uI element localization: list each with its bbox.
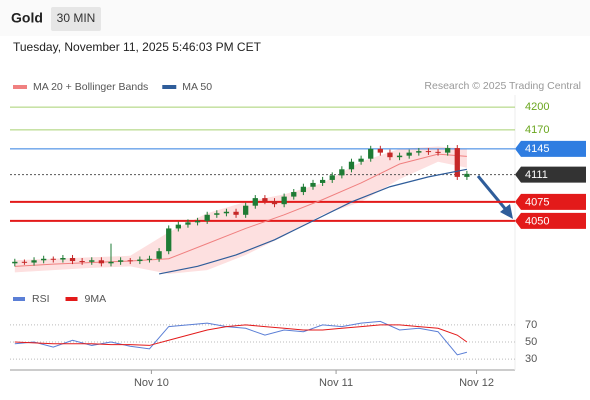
- candle-body: [233, 211, 239, 215]
- candle-body: [175, 224, 181, 229]
- legend-swatch: [13, 85, 27, 89]
- candle-body: [368, 148, 374, 159]
- candle-body: [127, 260, 133, 262]
- timeframe[interactable]: 30 MIN: [57, 11, 96, 25]
- candle-body: [41, 258, 47, 261]
- candle-body: [262, 198, 268, 202]
- candle-body: [60, 258, 66, 260]
- timeframe-badge[interactable]: [51, 7, 101, 31]
- candle-body: [50, 258, 56, 260]
- candle-body: [21, 261, 28, 263]
- level-tag: [515, 193, 586, 210]
- candle-body: [137, 259, 143, 262]
- candle-body: [377, 148, 383, 153]
- level-label: 4200: [525, 101, 549, 113]
- candle-body: [223, 211, 230, 214]
- candle-body: [89, 260, 95, 262]
- candle-body: [31, 260, 37, 263]
- candle-body: [406, 152, 412, 156]
- candle-body: [214, 213, 220, 215]
- candle-body: [194, 220, 201, 223]
- source: Research © 2025 Trading Central: [424, 80, 581, 92]
- candle-body: [329, 175, 335, 180]
- candle-body: [252, 198, 258, 206]
- candle-body: [146, 258, 153, 260]
- bollinger-band: [14, 146, 467, 274]
- candle-body: [108, 261, 114, 264]
- candle-body: [464, 173, 470, 177]
- candle-body: [358, 158, 364, 162]
- rsi-legend-label: RSI: [32, 293, 50, 305]
- candle-body: [310, 182, 316, 187]
- candle-body: [348, 161, 355, 170]
- legend-swatch: [162, 85, 177, 89]
- rsi-line: [14, 320, 468, 356]
- ma50-line: [158, 168, 468, 275]
- subtitle: Tuesday, November 11, 2025 5:46:03 PM CE…: [13, 40, 262, 54]
- level-label: 4050: [525, 215, 549, 227]
- level-tag: [515, 212, 586, 229]
- candle-body: [185, 222, 191, 225]
- candle-body: [98, 260, 105, 264]
- candle-body: [319, 179, 326, 183]
- rsi-legend-swatch: [13, 297, 25, 301]
- candle-body: [166, 228, 172, 252]
- arrow-shaft: [476, 175, 509, 212]
- level-label: 4075: [525, 196, 549, 208]
- candle-body: [156, 251, 162, 259]
- candle-body: [291, 192, 297, 197]
- candle-body: [454, 148, 460, 177]
- candle-body: [79, 261, 85, 263]
- rsi-tick-label: 70: [525, 319, 537, 331]
- candle-body: [396, 155, 403, 158]
- candle-body: [12, 261, 18, 264]
- x-tick-label: Nov 10: [134, 377, 169, 389]
- level-label: 4145: [525, 143, 549, 155]
- candle-body: [339, 169, 345, 176]
- candle-body: [416, 151, 422, 153]
- candle-body: [117, 260, 124, 262]
- rsi-tick-label: 30: [525, 353, 537, 365]
- rsi-line: [14, 324, 468, 346]
- legend-label: MA 50: [182, 81, 212, 93]
- rsi-legend-label: 9MA: [85, 293, 107, 305]
- candle-body: [435, 151, 441, 153]
- candle-body: [300, 186, 307, 193]
- forecast-arrow: [476, 175, 513, 219]
- level-tag: [515, 166, 586, 183]
- candle-body: [271, 201, 278, 205]
- x-tick-label: Nov 11: [319, 377, 353, 389]
- candle-body: [281, 196, 287, 205]
- level-label: 4111: [525, 169, 548, 181]
- candle-body: [445, 148, 451, 153]
- level-tag: [515, 140, 586, 157]
- candle-body: [425, 151, 432, 153]
- candle-body: [243, 205, 249, 215]
- level-label: 4170: [525, 124, 549, 136]
- rsi-tick-label: 50: [525, 336, 537, 348]
- x-tick-label: Nov 12: [459, 377, 494, 389]
- chart-title: Gold: [11, 10, 43, 26]
- candle-body: [69, 258, 76, 262]
- arrow-head: [500, 204, 513, 219]
- candle-body: [387, 152, 393, 158]
- rsi-legend-swatch: [65, 297, 78, 301]
- legend-label: MA 20 + Bollinger Bands: [33, 81, 148, 93]
- candle-body: [204, 214, 210, 221]
